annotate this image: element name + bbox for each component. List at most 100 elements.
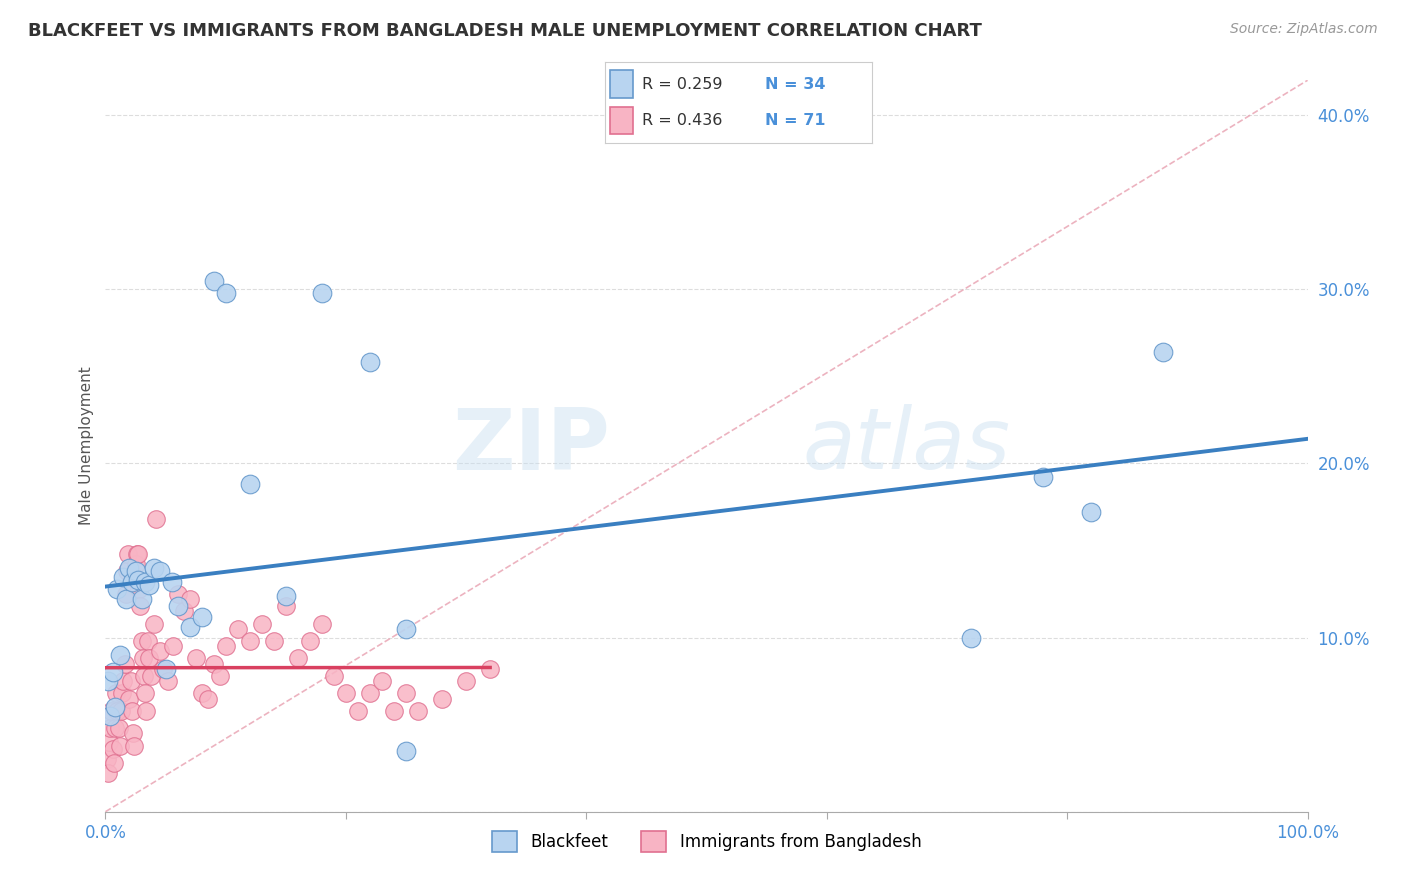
Point [406,704,429,718]
Point [128,582,150,596]
Point [97,674,120,689]
Point [131,634,153,648]
Point [395,622,418,636]
Point [96,752,118,766]
Point [311,616,333,631]
Point [132,651,155,665]
Point [179,592,201,607]
Point [108,648,131,662]
Point [112,569,135,583]
Point [166,587,188,601]
Point [101,665,124,680]
Point [142,616,165,631]
Point [190,609,212,624]
Point [166,599,188,614]
Text: N = 71: N = 71 [765,112,825,128]
Point [115,587,138,601]
Point [173,604,195,618]
Point [112,674,135,689]
Point [138,578,160,592]
Point [1080,505,1102,519]
Point [263,634,285,648]
Point [1152,345,1174,359]
Point [1032,470,1054,484]
Point [152,662,174,676]
Bar [610,70,633,98]
Point [127,547,149,561]
Point [197,691,219,706]
Point [97,766,120,780]
Point [202,657,225,671]
Point [395,744,418,758]
Point [132,669,155,683]
Point [359,686,381,700]
Y-axis label: Male Unemployment: Male Unemployment [79,367,94,525]
Point [107,582,129,596]
Point [118,561,141,575]
Point [121,704,143,718]
Point [298,634,321,648]
Point [107,704,129,718]
Point [110,704,132,718]
Point [142,561,165,575]
Point [120,674,142,689]
Point [100,704,122,718]
Point [105,686,128,700]
Point [135,704,157,718]
Bar [610,107,633,134]
Point [335,686,357,700]
Point [190,686,212,700]
Point [98,721,121,735]
Text: R = 0.436: R = 0.436 [643,112,723,128]
Point [226,622,249,636]
Point [127,573,149,587]
Text: R = 0.259: R = 0.259 [643,77,723,92]
Point [148,644,170,658]
Point [148,565,170,579]
Point [960,631,983,645]
Text: atlas: atlas [803,404,1011,488]
Point [239,477,262,491]
Point [162,640,184,654]
Legend: Blackfeet, Immigrants from Bangladesh: Blackfeet, Immigrants from Bangladesh [485,824,928,858]
Point [121,574,143,589]
Point [155,662,177,676]
Point [124,565,146,579]
Point [202,274,225,288]
Point [322,669,344,683]
Point [103,756,125,770]
Point [124,558,146,572]
Text: Source: ZipAtlas.com: Source: ZipAtlas.com [1230,22,1378,37]
Point [214,640,236,654]
Point [118,691,141,706]
Point [156,674,179,689]
Point [179,620,201,634]
Point [214,285,236,300]
Point [104,721,127,735]
Text: N = 34: N = 34 [765,77,825,92]
Point [98,709,121,723]
Point [101,742,124,756]
Point [131,592,153,607]
Point [160,574,183,589]
Point [430,691,453,706]
Point [382,704,405,718]
Point [274,589,297,603]
Point [114,657,136,671]
Point [139,669,162,683]
Point [117,547,139,561]
Point [129,599,152,614]
Point [134,686,156,700]
Point [371,674,394,689]
Point [122,726,145,740]
Point [115,592,138,607]
Text: ZIP: ZIP [453,404,610,488]
Point [98,735,121,749]
Point [359,355,381,369]
Point [108,739,131,753]
Point [250,616,273,631]
Point [208,669,231,683]
Point [111,686,134,700]
Point [274,599,297,614]
Point [138,651,160,665]
